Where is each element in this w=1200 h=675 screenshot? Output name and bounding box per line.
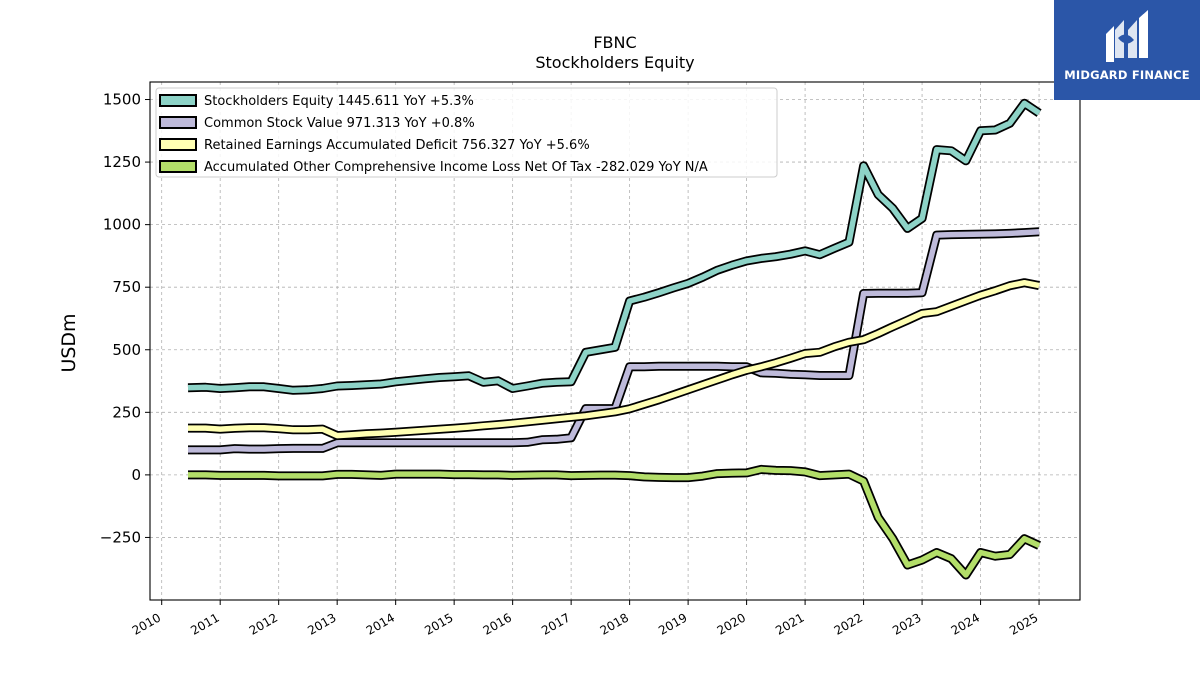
- legend-swatch: [159, 116, 197, 129]
- y-tick-label: 0: [131, 466, 141, 484]
- y-tick-label: −250: [100, 528, 141, 546]
- y-axis-label: USDm: [58, 313, 80, 372]
- legend-swatch: [159, 160, 197, 173]
- legend-label: Stockholders Equity 1445.611 YoY +5.3%: [204, 94, 474, 109]
- x-tick-label: 2024: [949, 610, 982, 637]
- y-tick-label: 1000: [103, 216, 141, 234]
- x-tick-label: 2021: [773, 610, 806, 637]
- x-tick-label: 2025: [1007, 610, 1040, 637]
- x-tick-label: 2018: [598, 610, 631, 637]
- chart-subtitle: Stockholders Equity: [535, 53, 694, 72]
- logo-name: MIDGARD FINANCE: [1064, 68, 1190, 82]
- x-tick-label: 2020: [715, 610, 748, 637]
- chart-title: FBNC: [593, 33, 636, 52]
- x-tick-label: 2012: [247, 610, 280, 637]
- y-tick-label: 1250: [103, 153, 141, 171]
- legend-label: Accumulated Other Comprehensive Income L…: [204, 160, 708, 175]
- legend-label: Retained Earnings Accumulated Deficit 75…: [204, 138, 590, 153]
- y-tick-label: 750: [112, 278, 141, 296]
- x-tick-label: 2016: [481, 610, 514, 637]
- y-tick-label: 1500: [103, 91, 141, 109]
- legend-label: Common Stock Value 971.313 YoY +0.8%: [204, 116, 475, 131]
- x-tick-label: 2017: [539, 610, 572, 637]
- legend: Stockholders Equity 1445.611 YoY +5.3% Co…: [155, 87, 778, 178]
- y-tick-label: 250: [112, 403, 141, 421]
- y-tick-label: 500: [112, 341, 141, 359]
- x-tick-label: 2015: [422, 610, 455, 637]
- series-line: [187, 100, 1041, 394]
- series-lines: [187, 98, 1042, 580]
- x-tick-label: 2014: [364, 610, 397, 637]
- series-line: [188, 466, 1041, 578]
- series-line: [188, 279, 1040, 439]
- legend-swatch: [159, 94, 197, 107]
- series-2: [188, 278, 1040, 441]
- series-3: [188, 464, 1041, 580]
- x-tick-label: 2013: [305, 610, 338, 637]
- x-tick-label: 2011: [188, 610, 221, 637]
- legend-swatch: [159, 138, 197, 151]
- x-tick-label: 2023: [890, 610, 923, 637]
- series-0: [187, 98, 1042, 395]
- x-tick-label: 2022: [832, 610, 865, 637]
- legend-box: [155, 87, 778, 178]
- series-line-outline: [188, 464, 1041, 580]
- midgard-logo: MIDGARD FINANCE: [1054, 0, 1200, 100]
- plot-frame: [149, 81, 1081, 601]
- x-tick-label: 2010: [130, 610, 163, 637]
- x-tick-label: 2019: [656, 610, 689, 637]
- midgard-logo-icon: [1106, 10, 1148, 62]
